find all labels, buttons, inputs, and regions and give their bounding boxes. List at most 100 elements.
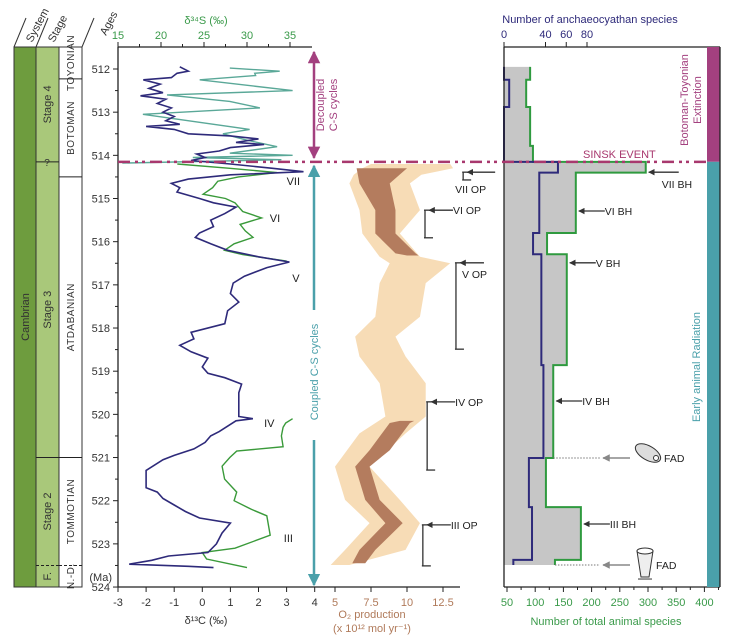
regional-stage-label: ATDABANIAN [66,283,77,351]
age-tick-label: 524 [92,582,110,594]
op-label: VI OP [453,205,481,217]
regional-stage-label: TOYONIAN [66,35,77,91]
d34s-tick-label: 20 [155,30,167,42]
regional-stage-label: TOMMOTIAN [66,479,77,544]
regional-stage-column [58,46,83,588]
d34s-tick-label: 15 [112,30,124,42]
bh-label: VII BH [662,179,692,191]
cycle-label: VI [270,213,280,225]
header-divider [13,17,27,48]
header-divider [81,17,95,48]
total-species-axis-title: Number of total animal species [530,616,682,628]
total-tick-label: 50 [501,597,513,609]
decoupled-label-line2: C-S cycles [328,78,340,131]
d13c-tick-label: 1 [227,597,233,609]
d34s-curve [122,67,293,164]
anch-axis-title: Number of anchaeocyathan species [502,14,678,26]
radiation-bar [707,161,720,588]
d34s-tick-label: 25 [198,30,210,42]
cycle-label: IV [264,418,275,430]
o2-core-band [352,420,415,564]
bh-label: IV BH [582,396,609,408]
op-label: III OP [451,520,478,532]
anch-tick-label: 80 [581,29,593,41]
age-tick-label: 519 [92,366,110,378]
stage-uncertain-mark: ? [44,158,50,169]
age-tick-label: 514 [92,150,110,162]
regional-stage-label: BOTOMAN [66,101,77,155]
anchaeocyathan-step-line [503,66,559,566]
decoupled-label-line1: Decoupled [315,79,327,132]
extinction-label-line1: Botoman-Toyonian [679,54,691,146]
stage-label: Stage 3 [42,291,54,329]
total-tick-label: 100 [526,597,544,609]
trilobite-icon [634,443,662,463]
anch-tick-label: 60 [560,29,572,41]
bh-label: V BH [596,258,621,270]
total-tick-label: 200 [582,597,600,609]
o2-core-band [356,168,419,256]
age-tick-label: 512 [92,64,110,76]
age-tick-label: 518 [92,323,110,335]
system-label: Cambrian [20,293,32,341]
age-unit-label: (Ma) [89,572,112,584]
fad-label: FAD [664,453,685,465]
d13c-tick-label: -3 [113,597,123,609]
d13c-tick-label: -2 [141,597,151,609]
archaeocyath-icon [636,547,654,580]
extinction-label-line2: Extinction [692,76,704,124]
anch-tick-label: 40 [539,29,551,41]
d13c-tick-label: 3 [284,597,290,609]
o2-tick-label: 7.5 [363,597,378,609]
d13c-tick-label: 0 [199,597,205,609]
total-tick-label: 150 [554,597,572,609]
d34s-tick-label: 35 [284,30,296,42]
d13c-tick-label: -1 [169,597,179,609]
d34s-axis-title: δ³⁴S (‰) [184,15,227,27]
o2-tick-label: 5 [332,597,338,609]
total-tick-label: 350 [667,597,685,609]
age-tick-label: 517 [92,280,110,292]
header-divider [35,17,49,48]
cycle-label: VII [287,176,300,188]
d34s-curve [201,418,293,569]
bh-label: VI BH [605,206,632,218]
cycle-label: V [292,273,300,285]
op-label: V OP [462,269,487,281]
age-tick-label: 513 [92,107,110,119]
coupled-label: Coupled C-S cycles [309,323,321,420]
o2-axis-unit: (x 10¹² mol yr⁻¹) [333,623,411,635]
regional-stage-label: N.-D. [66,563,77,589]
age-tick-label: 521 [92,453,110,465]
o2-tick-label: 10 [401,597,413,609]
trilobite-eye [653,454,659,461]
d13c-tick-label: 4 [312,597,318,609]
archaeocyath-rim [636,547,654,555]
cycle-label: III [284,533,293,545]
bh-label: III BH [610,519,636,531]
age-tick-label: 516 [92,237,110,249]
o2-axis-title: O₂ production [338,609,405,621]
op-label: IV OP [455,397,483,409]
d13c-axis-title: δ¹³C (‰) [185,615,228,627]
d34s-curve [177,163,287,262]
extinction-bar [707,47,720,162]
total-species-step-line [525,66,647,566]
age-tick-label: 523 [92,539,110,551]
total-tick-label: 300 [639,597,657,609]
stage-label: Stage 2 [42,493,54,531]
radiation-label: Early animal Radiation [691,312,703,422]
species-fill-area [504,66,646,566]
fad-label: FAD [656,560,677,572]
d13c-tick-label: 2 [255,597,261,609]
total-tick-label: 250 [611,597,629,609]
sinsk-event-label: SINSK EVENT [583,149,656,161]
age-tick-label: 515 [92,194,110,206]
stage-label: Stage 4 [42,85,54,123]
d34s-tick-label: 30 [241,30,253,42]
age-tick-label: 522 [92,496,110,508]
age-tick-label: 520 [92,409,110,421]
anch-tick-label: 0 [501,29,507,41]
